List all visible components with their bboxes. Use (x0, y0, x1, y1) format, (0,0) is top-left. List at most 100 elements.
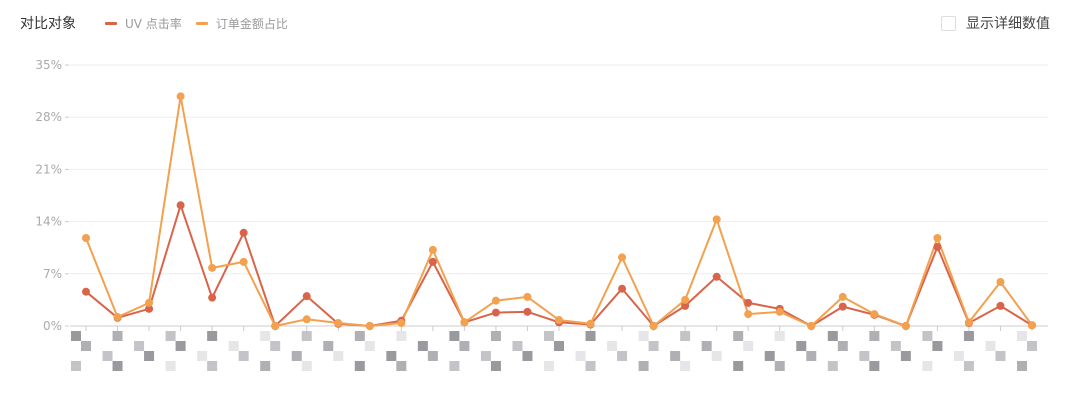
x-label-mosaic (207, 361, 218, 371)
data-point-0 (618, 284, 627, 293)
data-point-1 (397, 319, 406, 328)
data-point-1 (933, 234, 942, 243)
x-label-mosaic (165, 361, 176, 371)
x-label-mosaic (449, 361, 460, 371)
data-point-1 (271, 322, 280, 330)
x-label-mosaic (827, 331, 838, 341)
x-label-mosaic (680, 361, 691, 371)
x-label-mosaic (354, 361, 365, 371)
data-point-1 (302, 315, 311, 324)
data-point-1 (712, 215, 721, 224)
data-point-0 (145, 304, 154, 313)
data-point-1 (428, 245, 437, 254)
x-label-mosaic (585, 361, 596, 371)
x-label-mosaic (575, 351, 586, 361)
data-point-0 (82, 287, 90, 296)
x-label-mosaic (648, 341, 659, 351)
x-label-mosaic (301, 361, 312, 371)
x-label-mosaic (995, 351, 1006, 361)
x-label-mosaic (449, 331, 460, 341)
x-label-mosaic (585, 331, 596, 341)
show-details-label: 显示详细数值 (966, 16, 1050, 32)
x-label-mosaic (512, 341, 523, 351)
x-label-mosaic (490, 361, 501, 371)
show-details-toggle[interactable]: 显示详细数值 (941, 13, 1050, 33)
data-point-0 (523, 307, 532, 316)
data-point-1 (1028, 321, 1036, 330)
data-point-0 (744, 298, 753, 307)
data-point-1 (649, 322, 658, 330)
data-point-0 (491, 308, 500, 317)
series-line-1 (85, 95, 1033, 327)
data-point-0 (996, 301, 1005, 310)
x-label-mosaic (544, 361, 554, 371)
x-label-mosaic (963, 331, 974, 341)
legend-label-uv: UV 点击率 (125, 17, 182, 31)
y-tick-label: 0% (43, 319, 62, 333)
x-label-mosaic (774, 331, 785, 341)
x-label-mosaic (197, 351, 208, 361)
data-point-1 (964, 318, 973, 327)
x-label-mosaic (638, 361, 649, 371)
x-label-mosaic (323, 341, 334, 351)
x-label-mosaic (396, 361, 407, 371)
data-point-1 (176, 92, 185, 101)
x-label-mosaic (459, 341, 470, 351)
legend-swatch-order (195, 22, 208, 25)
x-label-mosaic (733, 331, 744, 341)
x-label-mosaic (260, 361, 271, 371)
x-label-mosaic (427, 351, 438, 361)
data-point-1 (996, 278, 1005, 287)
legend-swatch-uv (105, 22, 117, 25)
x-label-mosaic (796, 341, 807, 351)
x-label-mosaic (607, 341, 618, 351)
x-label-mosaic (270, 341, 281, 351)
x-label-mosaic (1027, 341, 1037, 351)
x-label-mosaic (900, 351, 911, 361)
y-tick-label: 21% (35, 162, 62, 176)
data-point-1 (491, 296, 500, 305)
data-point-1 (334, 319, 343, 328)
y-tick-label: 28% (35, 110, 62, 124)
x-label-mosaic (963, 361, 974, 371)
show-details-checkbox[interactable] (941, 15, 956, 31)
legend-item-uv[interactable]: UV 点击率 (105, 15, 182, 32)
x-label-mosaic (228, 341, 239, 351)
data-point-1 (681, 295, 690, 304)
x-label-mosaic (112, 361, 123, 371)
x-label-mosaic (522, 351, 533, 361)
x-label-mosaic (260, 331, 271, 341)
data-point-0 (428, 257, 437, 266)
x-label-mosaic (554, 341, 564, 351)
data-point-1 (82, 234, 90, 243)
x-label-mosaic (71, 331, 81, 341)
x-label-mosaic (81, 341, 91, 351)
data-point-1 (744, 310, 753, 319)
x-label-mosaic (701, 341, 712, 351)
data-point-1 (901, 322, 910, 330)
x-label-mosaic (774, 361, 785, 371)
y-tick-label: 7% (43, 267, 62, 281)
x-label-mosaic (386, 351, 397, 361)
x-label-mosaic (71, 361, 81, 371)
x-label-mosaic (291, 351, 302, 361)
x-label-mosaic (1017, 361, 1027, 371)
x-label-mosaic (238, 351, 249, 361)
legend-item-order[interactable]: 订单金额占比 (195, 15, 288, 32)
data-point-1 (555, 316, 563, 325)
x-label-mosaic (932, 341, 943, 351)
x-label-mosaic (617, 351, 628, 361)
data-point-0 (838, 302, 847, 311)
y-tick-label: 14% (35, 215, 62, 229)
data-point-1 (460, 318, 469, 327)
data-point-1 (838, 292, 847, 301)
x-label-mosaic (922, 331, 933, 341)
x-label-mosaic (670, 351, 681, 361)
x-label-mosaic (165, 331, 176, 341)
data-point-0 (681, 301, 690, 310)
x-label-mosaic (144, 351, 155, 361)
data-point-1 (523, 292, 532, 301)
x-label-mosaic (764, 351, 775, 361)
data-point-1 (145, 298, 154, 307)
